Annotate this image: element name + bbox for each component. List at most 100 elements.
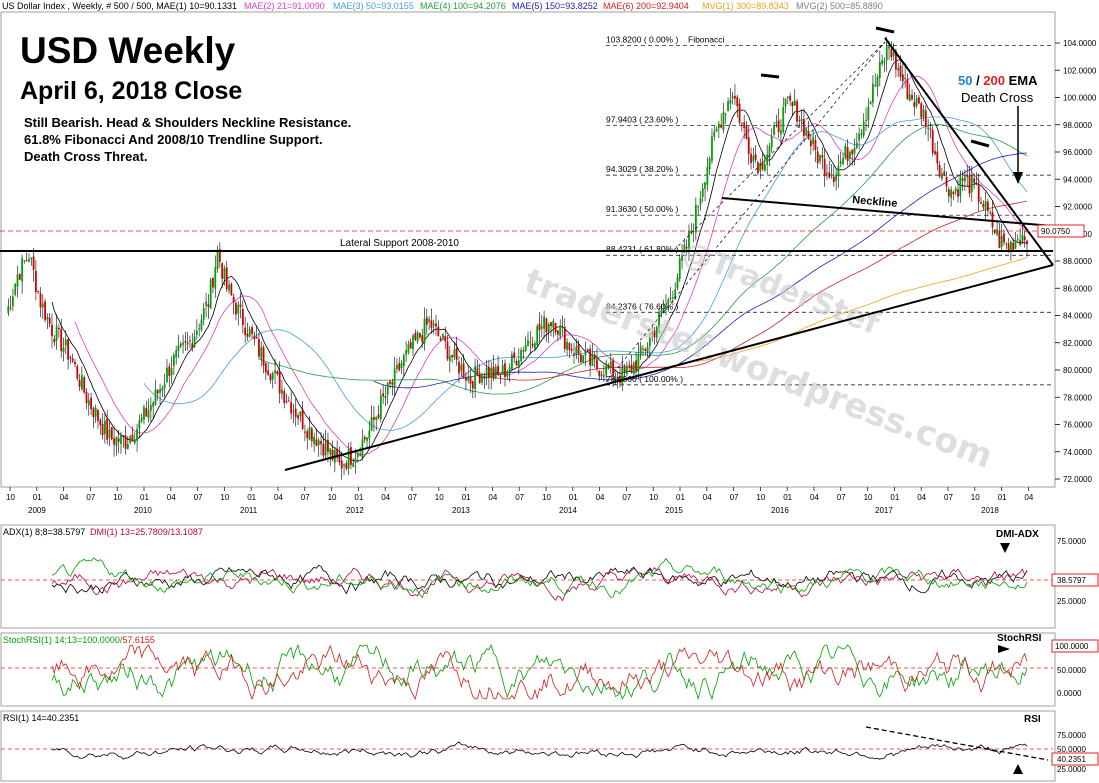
candle-body <box>826 172 828 175</box>
fib-level-label: 94.3029 ( 38.20% ) <box>606 164 678 174</box>
stoch-tick-0: 0.0000 <box>1057 689 1082 698</box>
candle-body <box>11 296 14 307</box>
candle-body <box>761 161 764 170</box>
candle-body <box>195 330 198 335</box>
candle-body <box>336 448 339 458</box>
candle-body <box>685 246 688 249</box>
candle-body <box>97 410 99 421</box>
candle-body <box>1005 242 1008 244</box>
candle-body <box>352 463 355 468</box>
candle-body <box>897 67 900 71</box>
candle-body <box>584 351 587 356</box>
candle-body <box>600 374 603 377</box>
candle-body <box>228 284 230 291</box>
candle-body <box>814 139 817 150</box>
candle-body <box>828 172 831 178</box>
candle-body <box>671 297 674 299</box>
candle-body <box>669 297 672 299</box>
candle-body <box>145 408 148 417</box>
candle-body <box>561 326 564 328</box>
candle-body <box>998 230 1001 248</box>
candle-body <box>324 442 327 456</box>
candle-body <box>271 373 274 380</box>
candle-body <box>1014 240 1017 249</box>
candle-body <box>506 371 509 377</box>
candle-body <box>927 127 930 129</box>
candle-body <box>113 438 115 445</box>
x-year-label: 2011 <box>240 506 258 515</box>
x-month-label: 07 <box>86 493 95 502</box>
candle-body <box>248 329 251 337</box>
header-mae4: MAE(4) 100=94.2076 <box>420 1 506 11</box>
candle-body <box>382 393 385 397</box>
candle-body <box>28 258 30 262</box>
x-month-label: 10 <box>435 493 444 502</box>
x-month-label: 01 <box>354 493 363 502</box>
candle-body <box>331 449 334 461</box>
candle-body <box>692 230 695 232</box>
y-tick-label: 92.0000 <box>1063 203 1092 212</box>
candle-body <box>800 118 803 122</box>
candle-body <box>34 270 37 293</box>
ema-50: 50 <box>958 73 972 88</box>
candle-body <box>513 352 516 359</box>
candle-body <box>481 374 483 383</box>
death-cross-label: Death Cross <box>961 90 1034 105</box>
candle-body <box>78 379 81 387</box>
candle-body <box>44 301 46 321</box>
x-month-label: 01 <box>676 493 685 502</box>
candle-body <box>865 119 867 121</box>
candle-body <box>313 436 316 444</box>
candle-body <box>777 120 780 133</box>
ema-sep: / <box>972 73 983 88</box>
y-tick-label: 96.0000 <box>1063 148 1092 157</box>
candle-body <box>883 61 886 63</box>
candle-body <box>120 434 122 445</box>
candle-body <box>704 182 706 189</box>
candle-body <box>796 101 798 122</box>
candle-body <box>110 427 113 440</box>
candle-body <box>409 342 412 349</box>
candle-body <box>474 366 477 390</box>
candle-body <box>177 345 180 352</box>
candle-body <box>724 113 727 115</box>
candle-body <box>612 360 614 378</box>
candle-body <box>292 410 295 412</box>
candle-body <box>908 94 911 101</box>
candle-body <box>545 318 548 333</box>
candle-body <box>596 359 598 369</box>
x-month-label: 10 <box>220 493 229 502</box>
fib-name-label: Fibonacci <box>688 34 724 44</box>
candle-body <box>64 339 67 346</box>
candle-body <box>51 324 53 337</box>
candle-body <box>589 348 591 366</box>
candle-body <box>21 258 23 282</box>
fib-level-label: 84.2376 ( 76.60% ) <box>606 301 678 311</box>
note-line-1: Still Bearish. Head & Shoulders Neckline… <box>24 115 351 130</box>
candle-body <box>786 96 789 99</box>
candle-body <box>370 417 373 431</box>
candle-body <box>538 323 541 331</box>
fib-level-label: 91.3630 ( 50.00% ) <box>606 204 678 214</box>
header-mae5: MAE(5) 150=93.8252 <box>512 1 598 11</box>
candle-body <box>432 323 435 326</box>
x-axis-labels: 10 01 04 07 10 01 04 07 10 01 04 07 10 01 04 07 10 01 04 07… <box>6 487 1034 515</box>
stoch-tick-50: 50.0000 <box>1057 666 1086 675</box>
candle-body <box>522 350 525 352</box>
candle-body <box>425 317 428 325</box>
candle-body <box>915 98 918 106</box>
candle-body <box>855 142 858 148</box>
candle-body <box>297 415 299 419</box>
candle-body <box>563 327 566 349</box>
adx-label: ADX(1) 8;8=38.5797 <box>3 527 85 537</box>
lateral-support-label: Lateral Support 2008-2010 <box>340 238 459 249</box>
candle-body <box>653 330 656 338</box>
candle-body <box>529 341 532 343</box>
candle-body <box>471 381 474 389</box>
candle-body <box>209 279 212 309</box>
candle-body <box>264 363 267 373</box>
candle-body <box>99 420 102 426</box>
candle-body <box>793 100 796 106</box>
candle-body <box>690 231 693 234</box>
header-mae3: MAE(3) 50=93.0155 <box>333 1 414 11</box>
